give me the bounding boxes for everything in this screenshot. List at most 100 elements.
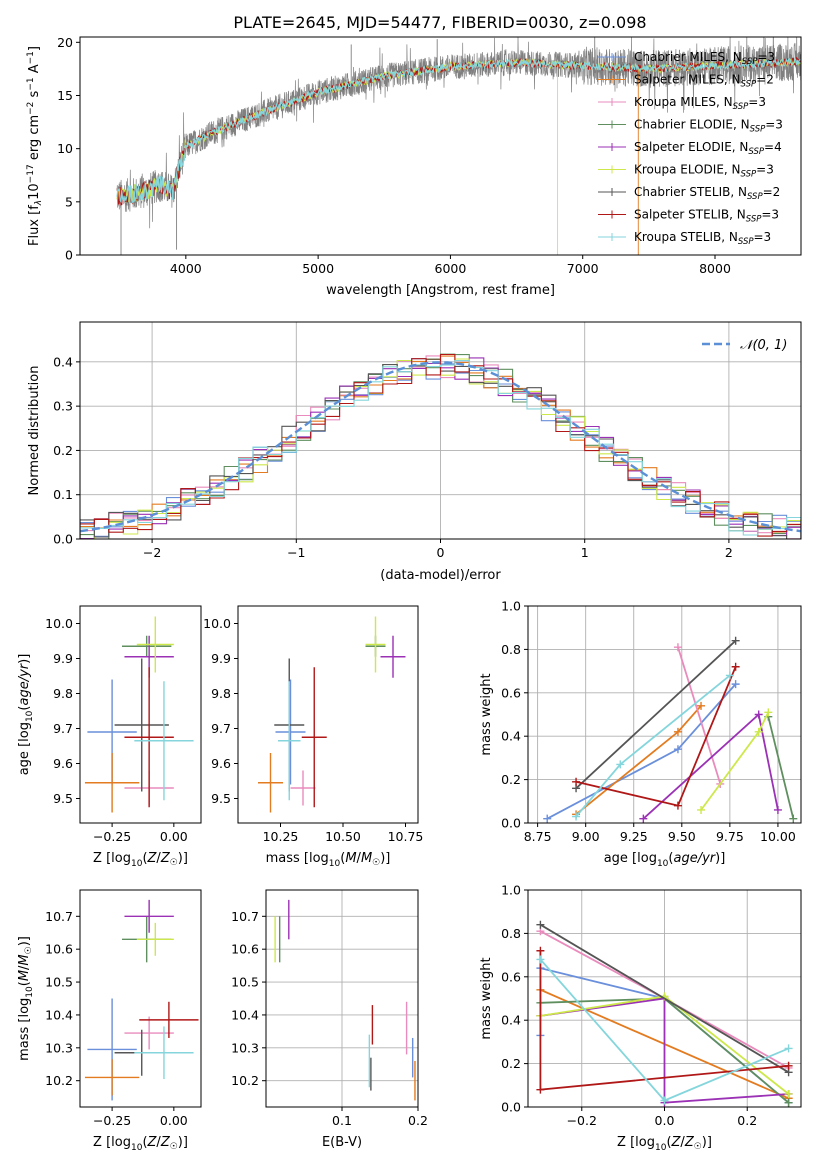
errorbar-chabrier-elodie (121, 635, 172, 657)
axes-frame (527, 889, 802, 1108)
series-point (731, 680, 740, 689)
y-tick-label: 9.7 (53, 721, 73, 736)
label-part: SSP (746, 215, 762, 225)
y-tick-label: 9.5 (53, 791, 73, 806)
x-axis-label: (data-model)/error (380, 568, 501, 583)
mass-axis-label: mass [log10(M/M☉)] (17, 936, 35, 1061)
axes-frame (265, 889, 419, 1108)
y-axis-label: mass weight (479, 673, 494, 755)
label-part: Kroupa MILES, N (634, 95, 733, 109)
label-part: age [log (604, 851, 657, 866)
errorbar-kroupa-miles (124, 1016, 174, 1050)
series-point (536, 946, 545, 955)
label-part: A (27, 64, 42, 77)
label-part: Z (684, 1135, 695, 1150)
legend-marker (608, 98, 616, 106)
y-tick-label: 0.8 (501, 926, 521, 941)
label-part: )] (17, 654, 32, 664)
label-part: ( (142, 1135, 147, 1150)
y-tick-label: 5 (65, 194, 73, 209)
x-tick-label: 7000 (567, 261, 599, 276)
x-tick-label: −0.2 (567, 1113, 597, 1128)
y-tick-label: 0.2 (501, 1056, 521, 1071)
y-tick-label: 10.0 (45, 616, 73, 631)
label-part: SSP (738, 237, 754, 247)
label-part: ☉ (372, 858, 380, 868)
label-part: 10 (131, 859, 143, 869)
y-tick-label: 10.4 (231, 1007, 259, 1022)
y-tick-label: 0.8 (501, 642, 521, 657)
series-point (773, 805, 782, 814)
series-point (784, 1061, 793, 1070)
legend-label: Kroupa MILES, NSSP=3 (634, 95, 766, 112)
series-salpeter-stelib (572, 662, 740, 810)
label-part: )] (178, 851, 188, 866)
observed-spectrum (116, 37, 801, 229)
series-point (697, 805, 706, 814)
x-tick-label: 0.00 (160, 829, 188, 844)
series-point (725, 671, 734, 680)
label-part: Z (671, 1135, 682, 1150)
y-axis-label: mass weight (479, 957, 494, 1039)
label-part: 10 (131, 1143, 143, 1153)
axes-frame (527, 605, 802, 824)
legend-marker (608, 120, 616, 129)
series-point (673, 727, 682, 736)
series-point (572, 812, 581, 821)
label-part: M (361, 851, 372, 866)
errorbar-salpeter-stelib (139, 1001, 199, 1038)
label-part: =3 (756, 163, 774, 177)
label-part: )] (702, 1135, 712, 1150)
label-part: =3 (748, 95, 766, 109)
y-tick-label: 0.0 (501, 816, 521, 831)
legend-marker (608, 53, 616, 61)
y-tick-label: 10.7 (231, 909, 259, 924)
label-part: ( (142, 851, 147, 866)
legend-marker (608, 210, 616, 219)
y-tick-label: 0.2 (501, 772, 521, 787)
label-part: / (680, 1135, 685, 1150)
x-tick-label: 0.0 (655, 1113, 675, 1128)
series-kroupa-stelib (572, 671, 734, 821)
y-tick-label: 10.3 (231, 1040, 259, 1055)
y-tick-label: 0.0 (501, 1100, 521, 1115)
y-tick-label: 9.9 (53, 651, 73, 666)
label-part: / (357, 851, 362, 866)
y-tick-label: 0.2 (53, 443, 73, 458)
label-part: M (17, 970, 32, 981)
series-point (784, 1098, 793, 1107)
data-layer (79, 37, 802, 1107)
axes-frame (79, 36, 802, 256)
x-axis-label: E(B-V) (322, 1135, 362, 1150)
age-axis-label: age [log10(age/yr)] (17, 654, 35, 776)
errorbar-kroupa-stelib (134, 681, 194, 801)
label-part: −2 (26, 102, 36, 115)
label-part: 10 (25, 710, 35, 722)
y-tick-label: 9.6 (211, 756, 231, 771)
series-point (536, 920, 545, 929)
series-line (767, 716, 795, 819)
legend-marker (608, 233, 616, 241)
label-part: =3 (765, 118, 783, 132)
label-part: −1 (26, 51, 36, 64)
errorbar-salpeter-miles (258, 753, 283, 813)
label-part: Z (147, 851, 158, 866)
x-tick-label: 10.00 (760, 829, 796, 844)
legend-label: Chabrier ELODIE, NSSP=3 (634, 118, 783, 135)
series-chabrier-miles (543, 680, 740, 823)
errorbar-kroupa-elodie (136, 922, 174, 956)
series-point (789, 814, 798, 823)
series-point (673, 745, 682, 754)
label-part: λ (34, 200, 44, 206)
y-tick-label: 0.3 (53, 399, 73, 414)
x-tick-label: 0.00 (160, 1113, 188, 1128)
legend-label: Chabrier MILES, NSSP=3 (634, 50, 775, 67)
label-part: Chabrier ELODIE, N (634, 118, 750, 132)
y-tick-label: 0.4 (501, 729, 521, 744)
legend-label: Salpeter STELIB, NSSP=3 (634, 208, 779, 225)
y-tick-label: 0.4 (501, 1013, 521, 1028)
legend-marker (608, 143, 616, 151)
legend-marker (608, 165, 616, 174)
legend-marker (608, 188, 616, 196)
